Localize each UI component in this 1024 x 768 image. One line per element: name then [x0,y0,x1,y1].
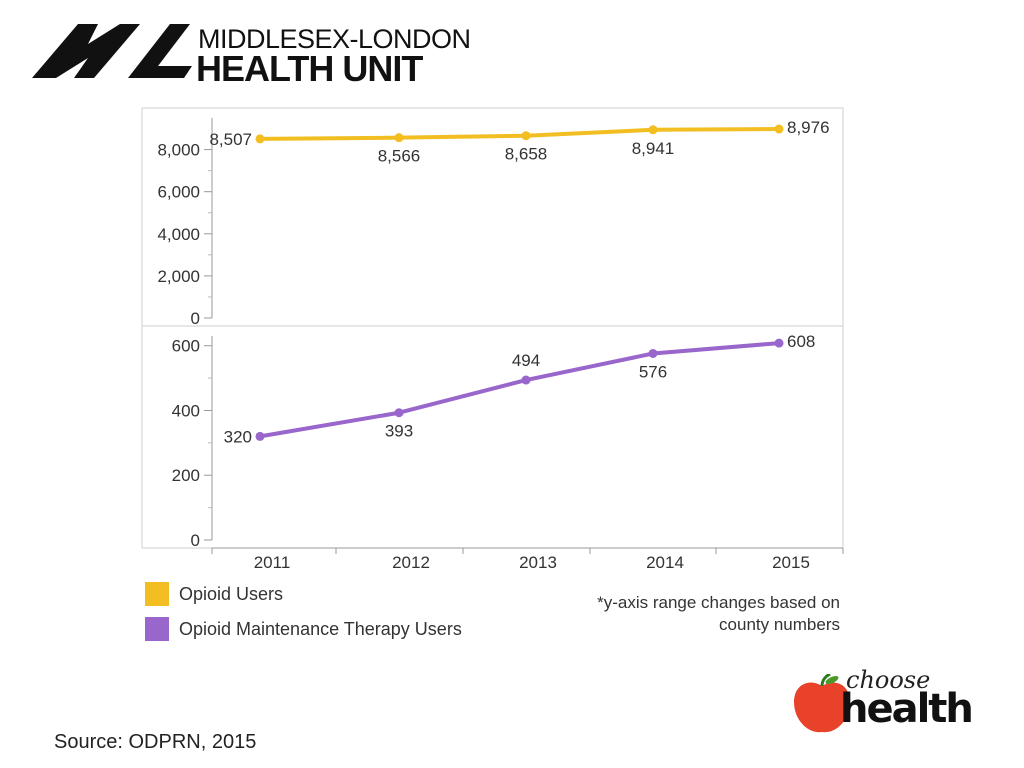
y-axis-note-line2: county numbers [719,615,840,634]
source-caption: Source: ODPRN, 2015 [54,731,257,753]
y-tick-label-maintenance-therapy-users: 400 [172,401,200,420]
data-label-maintenance-therapy-users: 393 [385,422,413,441]
data-label-opioid-users: 8,941 [632,139,675,158]
data-point-opioid-users [255,134,265,144]
y-tick-label-opioid-users: 6,000 [157,183,200,202]
panel-opioid-users: 0 2,000 4,000 6,000 8,000 8,507 8,566 8,658 8,94… [157,118,830,328]
x-tick-label: 2012 [392,553,430,572]
y-tick-label-maintenance-therapy-users: 0 [191,531,200,550]
x-tick-label: 2015 [772,553,810,572]
data-point-maintenance-therapy-users [648,348,658,358]
x-tick-label: 2014 [646,553,684,572]
data-point-opioid-users [648,125,658,135]
data-point-maintenance-therapy-users [521,375,531,385]
y-tick-label-opioid-users: 0 [191,309,200,328]
data-label-maintenance-therapy-users: 494 [512,351,540,370]
legend-label-maintenance-therapy-users: Opioid Maintenance Therapy Users [179,618,462,639]
y-tick-label-maintenance-therapy-users: 600 [172,337,200,356]
brand-word-choose: choose [846,666,931,694]
y-tick-label-opioid-users: 4,000 [157,225,200,244]
middlesex-london-logo: MIDDLESEX-LONDON HEALTH UNIT [32,22,471,89]
chart-plot-frame [141,107,844,549]
data-point-maintenance-therapy-users [394,408,404,418]
data-point-opioid-users [521,131,531,141]
legend-label-opioid-users: Opioid Users [179,583,284,604]
logo-line2: HEALTH UNIT [196,48,423,89]
y-tick-label-opioid-users: 8,000 [157,141,200,160]
data-label-maintenance-therapy-users: 608 [787,332,815,351]
legend-swatch-maintenance-therapy-users [145,617,169,641]
panel-maintenance-therapy-users: 0 200 400 600 320 393 494 576 608 [172,332,816,550]
apple-icon [794,674,850,733]
data-point-opioid-users [774,124,784,134]
y-tick-label-opioid-users: 2,000 [157,267,200,286]
data-label-opioid-users: 8,507 [209,130,252,149]
legend-item-opioid-users: Opioid Users [145,582,462,606]
data-label-maintenance-therapy-users: 576 [639,362,667,381]
series-line-opioid-users [259,127,780,141]
x-tick-label: 2013 [519,553,557,572]
data-label-opioid-users: 8,566 [378,147,421,166]
legend-item-maintenance-therapy-users: Opioid Maintenance Therapy Users [145,617,462,641]
data-point-maintenance-therapy-users [255,431,265,441]
choose-health-logo: choose health [792,666,992,738]
data-label-maintenance-therapy-users: 320 [224,427,252,446]
legend: Opioid Users Opioid Maintenance Therapy … [145,582,462,652]
data-label-opioid-users: 8,976 [787,118,830,137]
y-axis-note: *y-axis range changes based on county nu… [540,592,840,636]
brand-word-health: health [840,686,974,732]
data-point-opioid-users [394,133,404,143]
ml-logo-mark [32,24,192,78]
x-axis: 2011 2012 2013 2014 2015 [211,547,844,572]
y-tick-label-maintenance-therapy-users: 200 [172,466,200,485]
y-axis-note-line1: *y-axis range changes based on [597,593,840,612]
data-point-maintenance-therapy-users [774,338,784,348]
logo-line1: MIDDLESEX-LONDON [198,24,471,54]
legend-swatch-opioid-users [145,582,169,606]
x-tick-label: 2011 [254,553,291,572]
data-label-opioid-users: 8,658 [505,145,548,164]
